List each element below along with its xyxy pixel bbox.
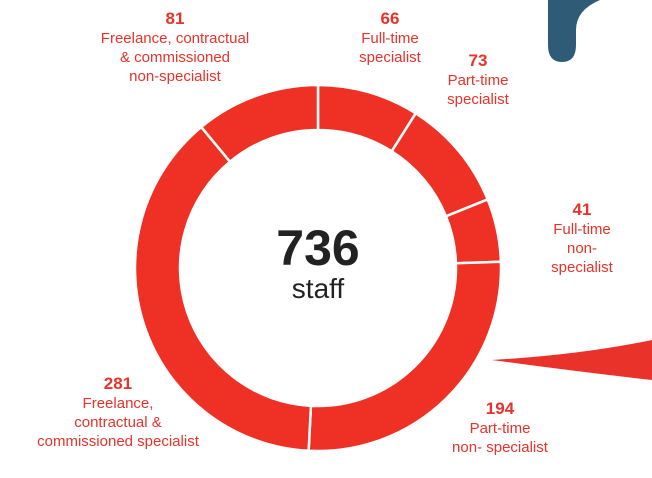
value-label: 66: [380, 9, 400, 28]
decor-drop: [548, 0, 600, 62]
category-label: Freelance, contractual & commissioned sp…: [37, 395, 199, 450]
segment-label: 81 Freelance, contractual & commissioned …: [101, 9, 249, 86]
category-label: Full-time specialist: [359, 30, 421, 66]
segment-label: 73 Part-time specialist: [447, 51, 509, 109]
category-label: Full-time non- specialist: [551, 221, 613, 276]
category-label: Freelance, contractual & commissioned no…: [100, 30, 250, 85]
donut: [133, 83, 503, 453]
segment-label: 66 Full-time specialist: [359, 9, 421, 67]
value-label: 73: [468, 51, 488, 70]
center-label: staff: [291, 273, 345, 304]
segment-label: 281 Freelance, contractual & commissioned…: [37, 374, 199, 451]
center-total: 736 staff: [276, 222, 359, 304]
value-label: 281: [103, 374, 133, 393]
decor-swoosh: [492, 340, 652, 380]
value-label: 194: [485, 399, 515, 418]
value-label: 81: [165, 9, 185, 28]
segment-label: 41 Full-time non- specialist: [547, 200, 617, 277]
donut-segment: [389, 111, 490, 218]
center-value: 736: [276, 220, 360, 276]
donut-segment: [133, 125, 313, 453]
category-label: Part-time specialist: [447, 72, 509, 108]
value-label: 41: [572, 200, 592, 219]
segment-label: 194 Part-time non- specialist: [452, 399, 548, 457]
category-label: Part-time non- specialist: [452, 420, 548, 456]
donut-segment: [199, 83, 320, 164]
